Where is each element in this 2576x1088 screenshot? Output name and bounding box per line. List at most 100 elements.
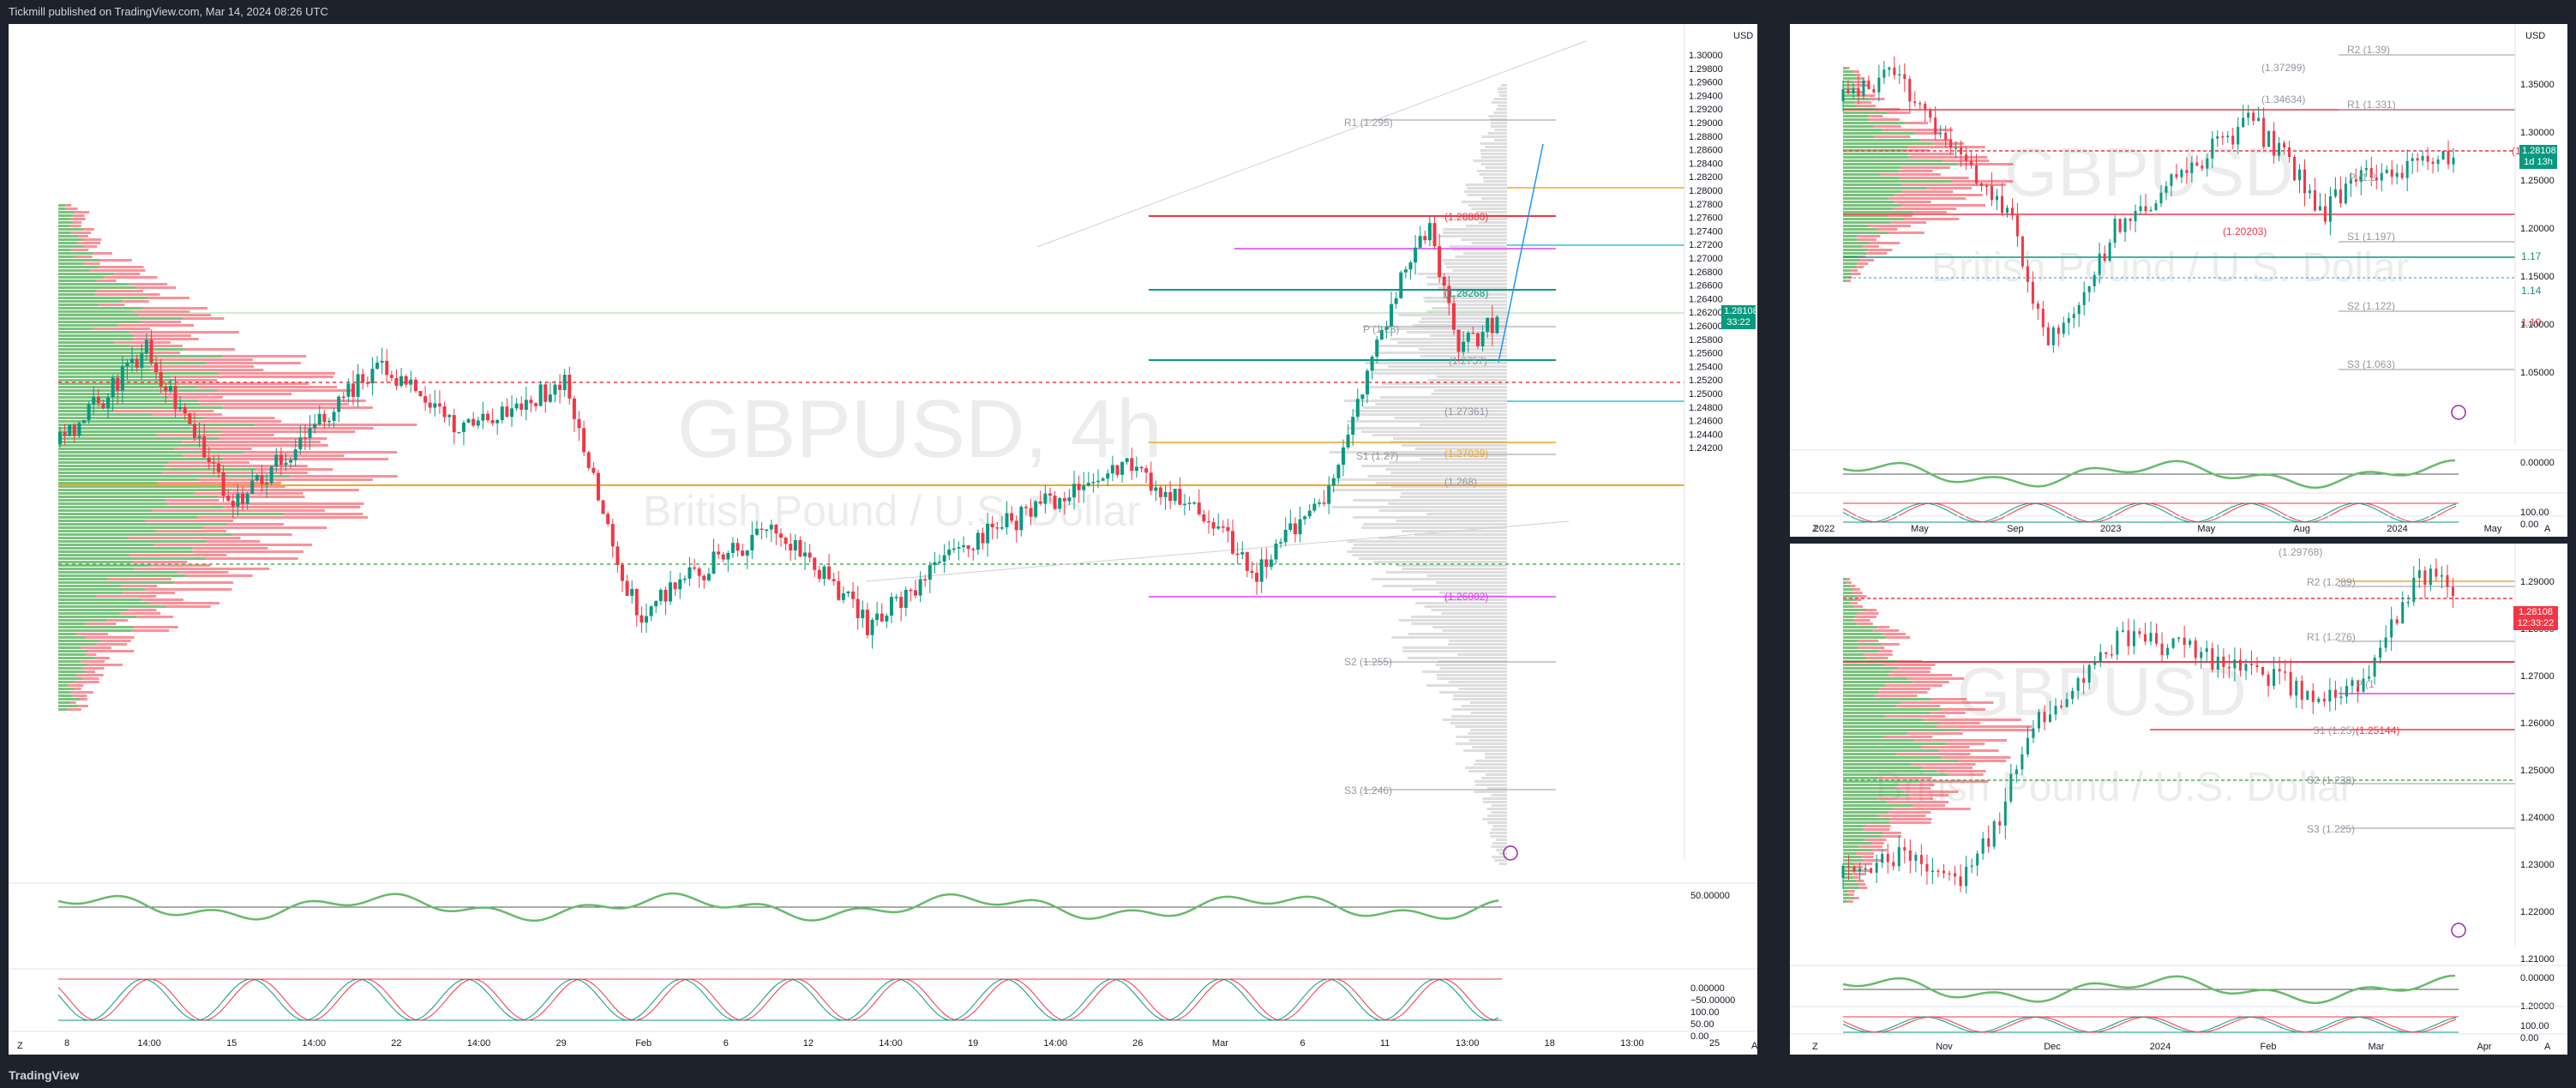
volume-bar-gray: [1461, 201, 1507, 203]
volume-bar-down: [198, 478, 373, 481]
volume-bar-down: [1846, 67, 1850, 69]
volume-bar-up: [58, 386, 197, 388]
main-zoom-button[interactable]: Z: [17, 1041, 23, 1051]
candle-body: [957, 547, 961, 549]
candle-body: [82, 419, 87, 424]
volume-bar-gray: [1412, 588, 1507, 591]
candle-body: [452, 415, 456, 433]
candle-body: [610, 524, 615, 547]
volume-bar-down: [71, 249, 89, 251]
volume-bar-gray: [1431, 609, 1507, 611]
volume-bar-up: [58, 640, 101, 642]
candle-body: [1918, 103, 1922, 105]
volume-bar-down: [1930, 712, 1966, 714]
volume-bar-down: [1880, 173, 1941, 176]
volume-bar-down: [138, 314, 212, 316]
price-tick-label: 1.28400: [1689, 159, 1723, 169]
candle-body: [356, 374, 360, 397]
price-tick-label: 1.22000: [2520, 907, 2555, 917]
daily-chart-pane[interactable]: GBPUSD British Pound / U.S. Dollar (1.29…: [1790, 544, 2567, 1055]
volume-bar-gray: [1495, 849, 1507, 851]
candle-body: [856, 598, 860, 619]
level-1-label: (1.28800): [1444, 211, 1488, 223]
volume-bar-gray: [1466, 225, 1507, 227]
candle-body: [260, 475, 264, 484]
price-tick-label: 1.24400: [1689, 430, 1723, 440]
time-tick-label: Aug: [2293, 524, 2310, 534]
volume-bar-gray: [1471, 242, 1507, 244]
volume-bar-gray: [1475, 784, 1507, 786]
volume-bar-gray: [1485, 773, 1507, 776]
main-time-axis[interactable]: 8 14:00 15 14:00 22 14:00 29 Feb 6 12 14:00 19 14:00…: [9, 1031, 1757, 1049]
volume-bar-up: [1843, 77, 1858, 80]
volume-bar-gray: [1446, 266, 1507, 268]
weekly-time-axis[interactable]: 2022 May Sep 2023 May Aug 2024 May: [1790, 515, 2567, 534]
candle-body: [399, 376, 404, 386]
candle-body: [2390, 169, 2393, 177]
volume-bar-up: [1843, 211, 1913, 213]
candle-body: [2344, 183, 2347, 204]
candle-body: [1211, 522, 1216, 529]
weekly-auto-button[interactable]: A: [2544, 524, 2551, 534]
volume-bar-down: [74, 681, 99, 683]
volume-bar-down: [168, 396, 223, 399]
candle-body: [495, 419, 500, 424]
volume-bar-down: [73, 221, 82, 224]
candle-body: [1336, 465, 1341, 478]
candle-body: [649, 606, 653, 616]
volume-bar-gray: [1456, 736, 1507, 738]
volume-bar-gray: [1439, 691, 1507, 694]
main-chart-pane[interactable]: GBPUSD, 4h British Pound / U.S. Dollar R…: [9, 24, 1757, 1055]
candle-body: [221, 472, 225, 496]
volume-bar-gray: [1398, 619, 1507, 622]
volume-bar-gray: [1353, 544, 1507, 546]
candle-body: [1024, 507, 1028, 508]
volume-bar-up: [1843, 859, 1864, 862]
weekly-currency-label: USD: [2525, 31, 2545, 41]
stoch-k: [1842, 1016, 2457, 1033]
volume-bar-up: [1843, 187, 1927, 189]
daily-auto-button[interactable]: A: [2544, 1042, 2551, 1052]
candle-body: [188, 412, 192, 424]
volume-bar-up: [58, 568, 135, 570]
daily-zoom-button[interactable]: Z: [1812, 1042, 1818, 1052]
volume-bar-gray: [1482, 818, 1507, 821]
volume-bar-down: [190, 427, 374, 430]
volume-bar-gray: [1411, 616, 1507, 618]
volume-bar-gray: [1481, 135, 1507, 138]
volume-bar-up: [58, 509, 153, 512]
candle-body: [394, 377, 399, 386]
candle-body: [361, 374, 365, 383]
candle-body: [995, 527, 1000, 529]
volume-bar-down: [1865, 825, 1891, 827]
candle-body: [741, 550, 745, 556]
osc-tick-label: 0.00000: [2520, 458, 2555, 468]
volume-bar-up: [1843, 81, 1855, 83]
volume-bar-gray: [1396, 328, 1507, 330]
volume-bar-up: [1843, 674, 1889, 676]
stoch-d: [1842, 1016, 2457, 1033]
tradingview-logo[interactable]: TradingView: [9, 1068, 80, 1082]
candle-body: [461, 422, 465, 432]
main-price-axis[interactable]: 1.300001.298001.296001.294001.292001.290…: [1684, 24, 1723, 860]
weekly-price-axis[interactable]: 1.350001.300001.250001.200001.150001.100…: [2514, 24, 2555, 444]
volume-bar-up: [1843, 214, 1888, 217]
daily-time-axis[interactable]: Nov Dec 2024 Feb Mar Apr: [1790, 1033, 2567, 1052]
daily-chart-svg[interactable]: GBPUSD British Pound / U.S. Dollar (1.29…: [1790, 544, 2567, 1055]
time-tick-label: 14:00: [1043, 1038, 1067, 1049]
weekly-chart-pane[interactable]: GBPUSD British Pound / U.S. Dollar R2 (1…: [1790, 24, 2567, 537]
volume-bar-down: [1882, 832, 1901, 834]
volume-bar-up: [58, 334, 135, 337]
candle-body: [2255, 664, 2259, 667]
candle-body: [938, 562, 942, 563]
volume-bar-gray: [1468, 732, 1507, 735]
weekly-zoom-button[interactable]: Z: [1812, 524, 1818, 534]
main-chart-svg[interactable]: GBPUSD, 4h British Pound / U.S. Dollar R…: [9, 24, 1757, 1055]
main-auto-button[interactable]: A: [1751, 1041, 1757, 1051]
weekly-chart-svg[interactable]: GBPUSD British Pound / U.S. Dollar R2 (1…: [1790, 24, 2567, 537]
volume-bar-gray: [1498, 863, 1507, 865]
candle-body: [2345, 686, 2348, 697]
publisher-bar: Tickmill published on TradingView.com, M…: [0, 0, 2576, 24]
time-tick-label: 14:00: [467, 1038, 491, 1049]
